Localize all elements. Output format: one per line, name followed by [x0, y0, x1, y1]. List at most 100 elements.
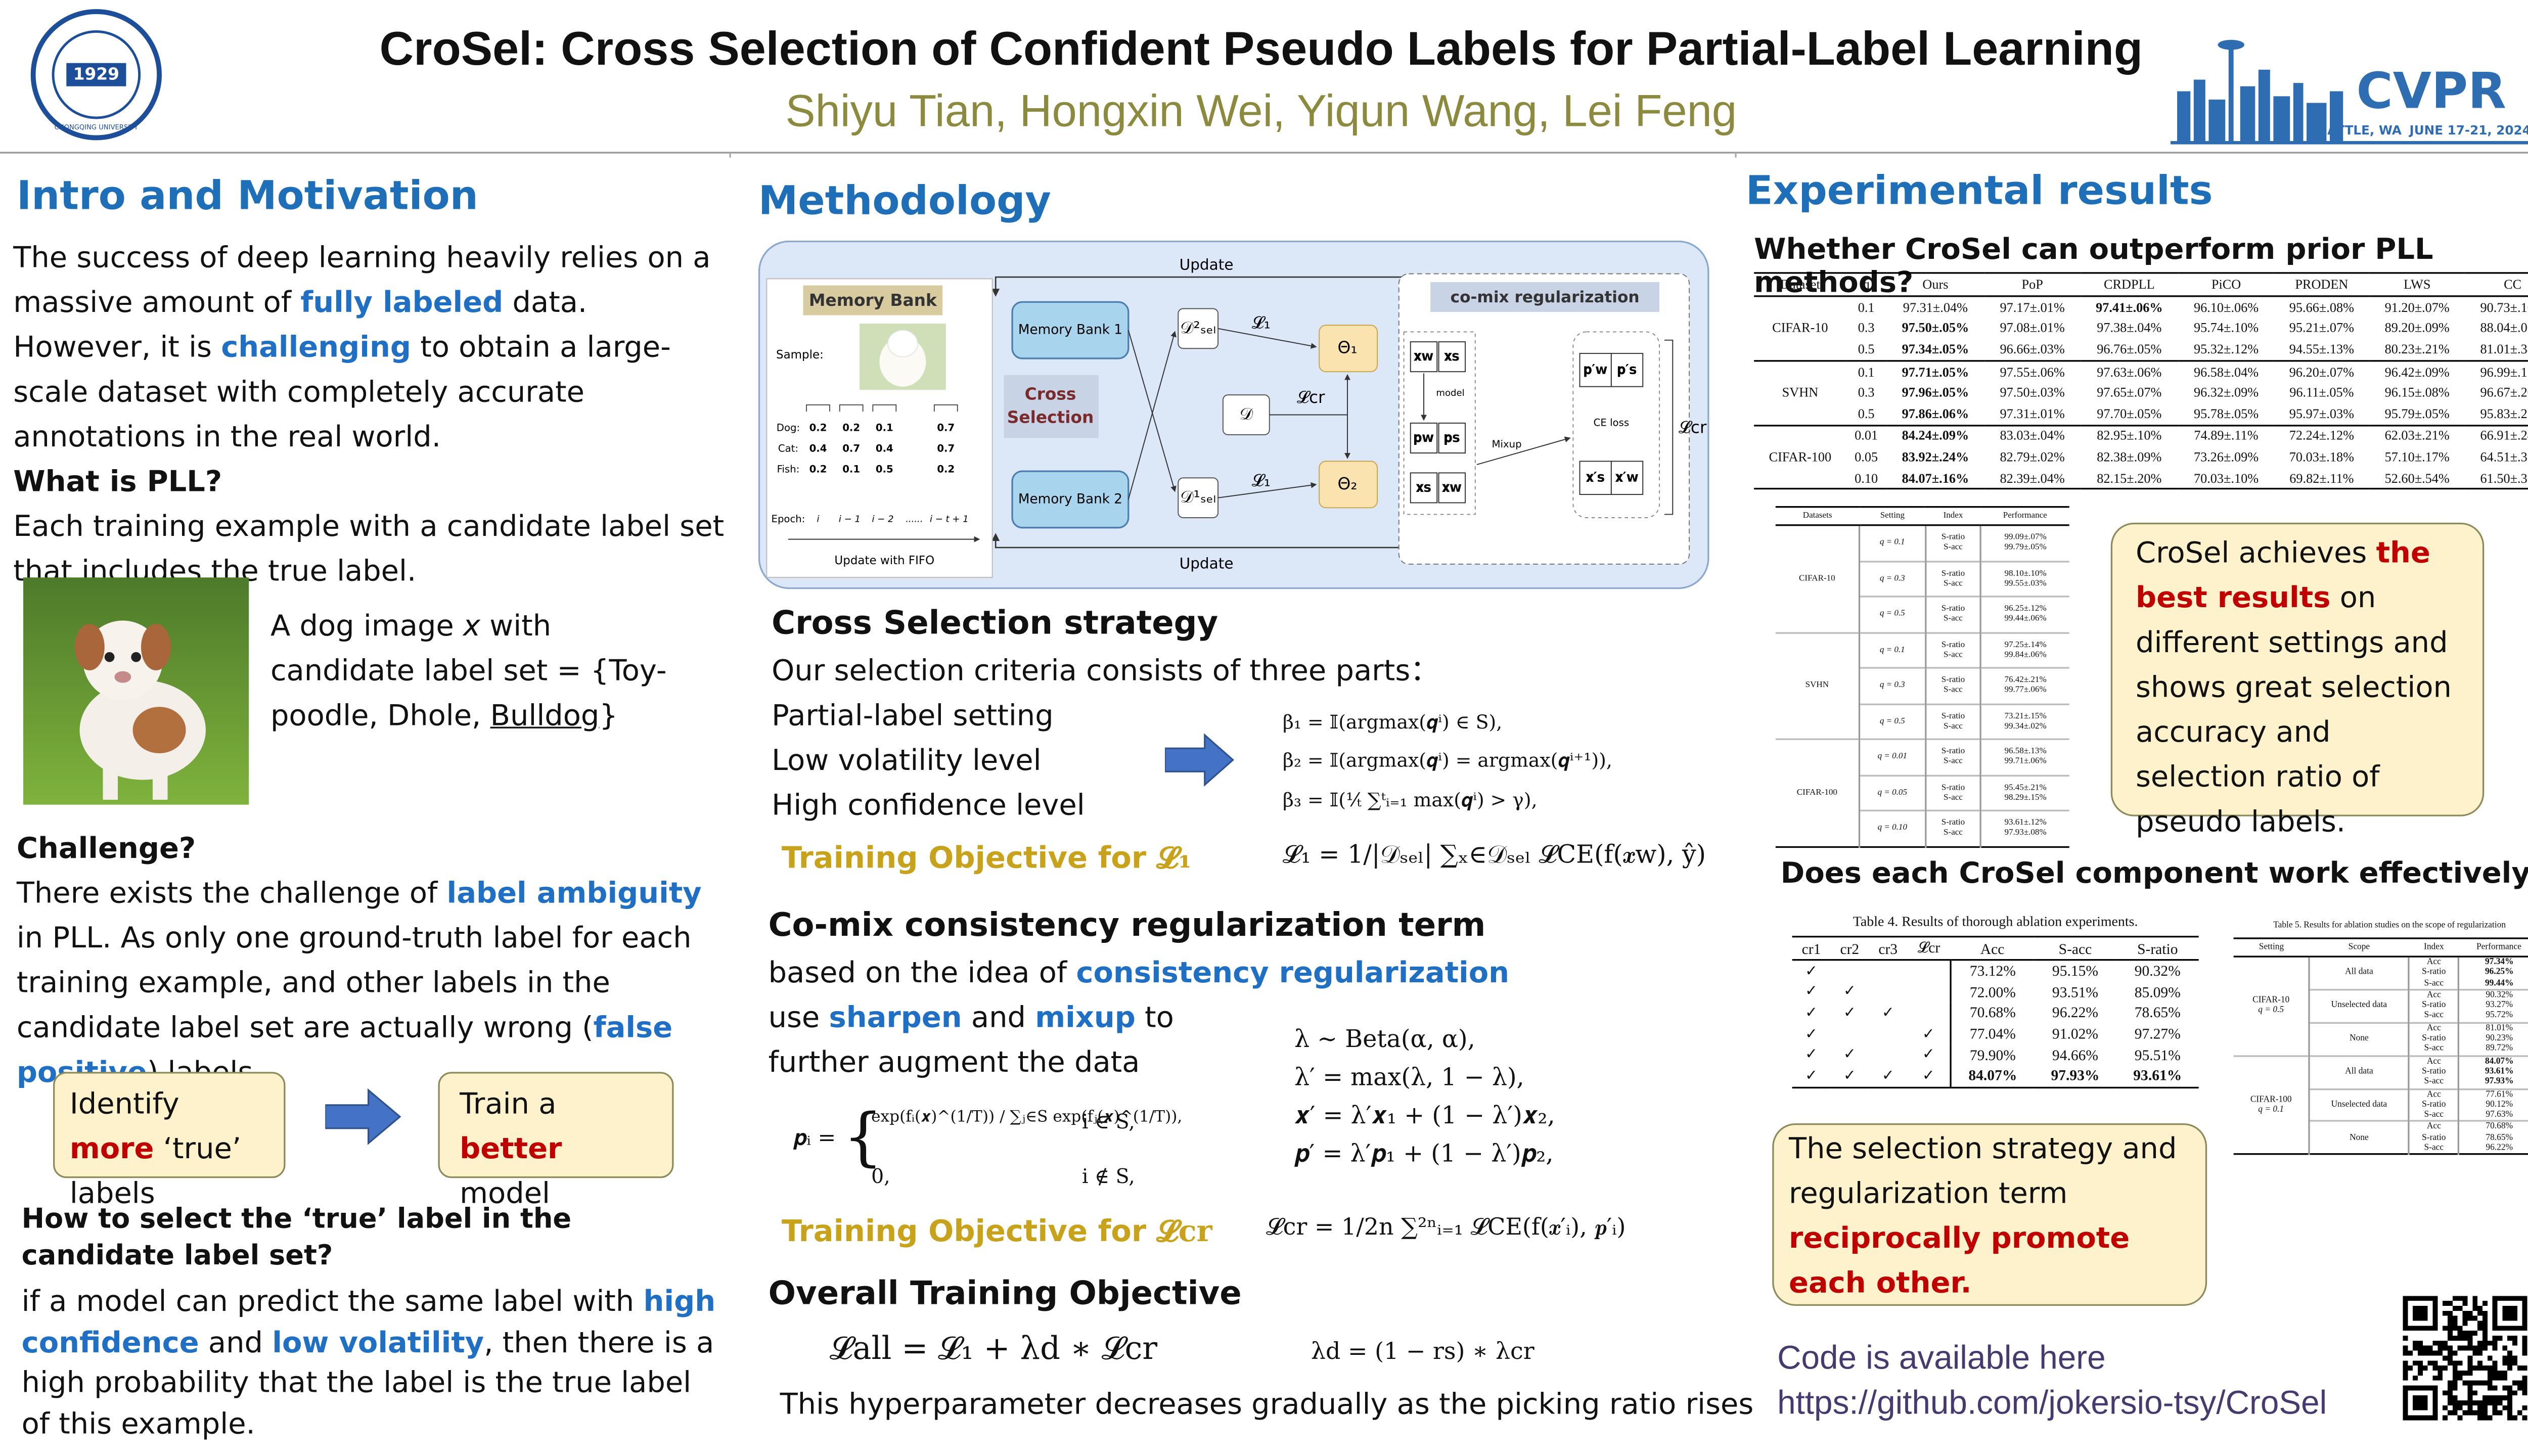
- qr-module: [2452, 1315, 2458, 1321]
- cell-line: 99.77±.06%: [2004, 686, 2047, 696]
- cell: All data: [2309, 956, 2410, 990]
- cell-line: 70.68%: [2486, 1122, 2513, 1132]
- cell: 97.34% 96.25% 99.44%: [2459, 956, 2528, 990]
- cell: Acc S-ratio S-acc: [2409, 1120, 2460, 1155]
- qr-module: [2492, 1375, 2498, 1381]
- section-heading: Intro and Motivation: [16, 172, 478, 219]
- cell: i − t + 1: [930, 514, 969, 524]
- qr-module: [2448, 1350, 2453, 1356]
- qr-module: [2452, 1366, 2458, 1371]
- table-caption: Table 4. Results of thorough ablation ex…: [1853, 913, 2138, 929]
- cell: 93.61±.12% 97.93±.08%: [1980, 809, 2069, 846]
- cell: ✓: [1843, 1066, 1856, 1083]
- cell-line: 96.22%: [2486, 1143, 2513, 1154]
- qr-module: [2417, 1366, 2423, 1371]
- highlight: mixup: [1035, 1002, 1136, 1035]
- qr-module: [2482, 1380, 2488, 1386]
- qr-module: [2467, 1405, 2473, 1410]
- cell: [1907, 1002, 1952, 1024]
- cell: 83.03±.04%: [1984, 424, 2081, 447]
- qr-module: [2443, 1355, 2448, 1361]
- qr-module: [2448, 1395, 2453, 1401]
- text: Partial-label setting: [772, 700, 1054, 734]
- cell: 70.68%: [1969, 1005, 2016, 1022]
- arrow: [325, 1088, 401, 1145]
- qr-module: [2448, 1331, 2453, 1336]
- box: [1319, 325, 1378, 373]
- qr-module: [2472, 1410, 2478, 1416]
- qr-module: [2497, 1336, 2503, 1341]
- cell-line: S-acc: [1944, 686, 1963, 696]
- table-row: ✓ 73.12% 95.15% 90.32%: [1792, 960, 2199, 982]
- qr-module: [2437, 1366, 2443, 1371]
- logo-ring: [30, 9, 162, 141]
- code-text: Code is available here: [1777, 1340, 2106, 1378]
- cell-line: S-acc: [1944, 721, 1963, 732]
- cell-line: S-ratio: [1941, 675, 1965, 686]
- qr-module: [2477, 1350, 2482, 1356]
- poster-title: CroSel: Cross Selection of Confident Pse…: [379, 23, 2143, 76]
- qr-module: [2457, 1345, 2463, 1351]
- text: based on the idea of: [768, 957, 1076, 991]
- cell-line: CIFAR-10: [2252, 995, 2290, 1006]
- column-header: CC: [2465, 272, 2528, 297]
- qr-module: [2502, 1395, 2508, 1401]
- cell-line: 81.01%: [2486, 1023, 2513, 1033]
- qr-module: [2477, 1415, 2482, 1421]
- cell: [1830, 960, 1869, 982]
- qr-module: [2403, 1360, 2408, 1366]
- cell-line: 99.55±.03%: [2004, 578, 2047, 589]
- brace: {: [843, 1100, 883, 1173]
- column-header: PiCO: [2178, 272, 2274, 297]
- label: 𝐱s: [1444, 349, 1460, 364]
- cell: [1869, 960, 1907, 982]
- highlight: consistency regularization: [1076, 957, 1510, 991]
- cell: 91.02%: [2052, 1025, 2098, 1042]
- cell: CIFAR-10: [1775, 524, 1861, 632]
- text: Bulldog: [490, 700, 600, 734]
- column-header: Setting: [2233, 938, 2310, 958]
- qr-module: [2462, 1331, 2468, 1336]
- column-header: LWS: [2369, 272, 2465, 297]
- qr-module: [2492, 1410, 2498, 1416]
- cell-line: S-acc: [2424, 1044, 2444, 1055]
- equation: 𝒑′ = λ′𝒑₁ + (1 − λ′)𝒑₂,: [1294, 1142, 1554, 1168]
- cell-line: 73.21±.15%: [2004, 711, 2047, 721]
- qr-module: [2482, 1336, 2488, 1341]
- equation: i ∈ S,: [1081, 1110, 1135, 1133]
- qr-module: [2477, 1340, 2482, 1346]
- qr-module: [2487, 1355, 2493, 1361]
- scope-table: Setting Scope Index Performance CIFAR-10 q = …: [2233, 937, 2528, 1156]
- callout-box: CroSel achieves the best results on diff…: [2110, 522, 2485, 840]
- column-header: Datasets: [1775, 507, 1860, 526]
- label: 𝓛cr: [1679, 418, 1707, 437]
- cell: Acc S-ratio S-acc: [2409, 1087, 2460, 1122]
- cell: 93.61%: [2133, 1067, 2182, 1084]
- qr-module: [2517, 1366, 2522, 1371]
- cell: 0.1: [1846, 295, 1886, 318]
- qr-module: [2522, 1345, 2527, 1351]
- qr-module: [2462, 1370, 2468, 1376]
- qr-module: [2443, 1340, 2448, 1346]
- qr-module: [2452, 1370, 2458, 1376]
- cell: ✓: [1805, 1066, 1818, 1083]
- qr-module: [2432, 1350, 2438, 1356]
- cell-line: 97.34%: [2485, 957, 2514, 968]
- qr-module: [2462, 1336, 2468, 1341]
- text: }: [599, 700, 618, 734]
- label: model: [1436, 388, 1464, 398]
- column-header: Performance: [1980, 507, 2069, 526]
- qr-module: [2403, 1350, 2408, 1356]
- label: 𝓛₁: [1252, 313, 1271, 332]
- cell: 95.15%: [2052, 963, 2098, 980]
- column-header: Ours: [1886, 272, 1985, 297]
- qr-module: [2462, 1296, 2468, 1301]
- qr-module: [2437, 1345, 2443, 1351]
- qr-module: [2452, 1395, 2458, 1401]
- cell: S-ratio S-acc: [1925, 596, 1982, 632]
- cell-line: Acc: [2426, 1023, 2441, 1033]
- cell-line: 77.61%: [2486, 1089, 2513, 1100]
- label: 𝐩′s: [1617, 362, 1637, 377]
- text: 𝓛cr: [1156, 1214, 1212, 1250]
- cell-line: 93.61±.12%: [2004, 818, 2047, 829]
